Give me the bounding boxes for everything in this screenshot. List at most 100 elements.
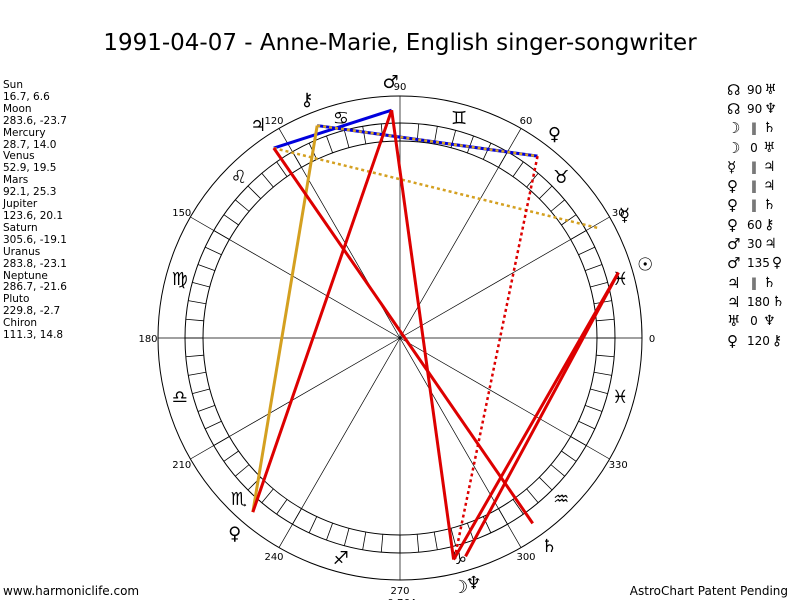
degree-label-150: 150 <box>172 208 191 219</box>
degree-tick <box>362 531 367 550</box>
planet-name-saturn: Saturn <box>3 221 38 234</box>
planet-coords-neptune: 286.7, -21.6 <box>3 281 67 294</box>
planet-name-neptune: Neptune <box>3 269 48 282</box>
planet-coords-chiron: 111.3, 14.8 <box>3 329 64 342</box>
aspect-line <box>273 146 601 230</box>
aspect-line <box>464 271 620 558</box>
degree-tick <box>590 281 608 288</box>
aspect-planet-2: ♀ <box>771 255 783 272</box>
planet-neptune-icon: ♆ <box>465 573 481 594</box>
aspect-planet-2: ♅ <box>763 139 776 156</box>
planet-coords-moon: 283.6, -23.7 <box>3 114 67 127</box>
degree-label-330: 330 <box>609 460 628 471</box>
aspect-line <box>453 155 539 560</box>
aspect-row: ☽ ‖ ♄ <box>727 119 797 138</box>
aspect-row: ♃ 180 ♄ <box>727 292 797 311</box>
aspect-row: ♀ 120 ⚷ <box>727 331 797 350</box>
aspect-planet-2: ⚷ <box>764 216 775 233</box>
degree-tick <box>235 199 250 212</box>
aspect-angle: 30 <box>747 237 763 252</box>
planet-coords-uranus: 283.8, -23.1 <box>3 257 67 270</box>
planet-coords-venus: 52.9, 19.5 <box>3 162 57 175</box>
aspect-planet-2: ♄ <box>763 120 776 137</box>
aspect-row: ♂ 135 ♀ <box>727 254 797 273</box>
aspect-planet-1: ☽ <box>727 138 741 157</box>
degree-tick <box>433 531 438 550</box>
aspect-planet-2: ♆ <box>763 313 776 330</box>
chart-title: 1991-04-07 - Anne-Marie, English singer-… <box>103 30 697 56</box>
zodiac-sign-icon: ♉ <box>553 167 569 188</box>
planet-name-jupiter: Jupiter <box>3 198 38 211</box>
aspect-angle: ‖ <box>751 121 757 136</box>
aspect-planet-2: ♃ <box>763 178 776 195</box>
aspect-angle: 135 <box>747 256 770 271</box>
zodiac-sign-icon: ♊ <box>451 108 467 129</box>
aspect-row: ☿ ‖ ♃ <box>727 157 797 176</box>
degree-tick <box>343 528 350 546</box>
aspect-line <box>251 109 394 513</box>
degree-label-120: 120 <box>264 116 283 127</box>
degree-tick <box>247 185 261 199</box>
planet-coords-saturn: 305.6, -19.1 <box>3 233 67 246</box>
planet-name-uranus: Uranus <box>3 245 41 258</box>
planet-moon-icon: ☽ <box>452 577 468 598</box>
degree-tick <box>235 464 250 477</box>
planet-position-list: Sun 16.7, 6.6 Moon 283.6, -23.7 Mercury 28.7,… <box>3 79 67 342</box>
planet-chiron-icon: ⚷ <box>300 89 313 110</box>
degree-labels: 0 30 60 90 120 150 180 210 240 270 300 330 -9,764 <box>138 82 655 600</box>
aspect-angle: 0 <box>750 314 758 329</box>
aspect-planet-1: ♀ <box>727 196 738 215</box>
planet-coords-sun: 16.7, 6.6 <box>3 90 50 103</box>
degree-tick <box>380 534 384 553</box>
aspect-planet-2: ♅ <box>764 81 777 98</box>
planet-name-venus: Venus <box>3 150 35 163</box>
degree-tick <box>593 371 612 376</box>
website-link[interactable]: www.harmoniclife.com <box>3 584 140 598</box>
degree-label-60: 60 <box>520 116 533 127</box>
aspect-planet-1: ♅ <box>727 312 741 331</box>
patent-notice: AstroChart Patent Pending <box>629 584 788 598</box>
planet-venus-icon: ♀ <box>548 124 561 145</box>
degree-tick <box>343 130 350 148</box>
aspect-line <box>317 124 538 158</box>
planet-name-pluto: Pluto <box>3 293 30 306</box>
zodiac-sign-icon: ♏ <box>231 489 247 510</box>
planet-name-sun: Sun <box>3 79 23 91</box>
wheel-spokes <box>158 96 642 580</box>
zodiac-sign-icon: ♐ <box>333 548 349 569</box>
degree-tick <box>326 135 333 154</box>
zodiac-signs: ♓♉♊♋♌♍♎♏♐ ♑♒♓ <box>172 108 629 569</box>
planet-name-moon: Moon <box>3 102 32 115</box>
degree-tick <box>561 214 577 226</box>
planet-name-mercury: Mercury <box>3 126 46 139</box>
aspect-row: ♀ ‖ ♄ <box>727 196 797 215</box>
aspect-angle: ‖ <box>751 179 757 194</box>
aspect-planet-1: ♀ <box>727 215 738 234</box>
zodiac-sign-icon: ♌ <box>231 167 247 188</box>
zodiac-sign-icon: ♓ <box>612 387 628 408</box>
degree-tick <box>539 477 553 491</box>
planet-coords-pluto: 229.8, -2.7 <box>3 305 61 318</box>
degree-label-0: 0 <box>649 334 655 345</box>
aspect-planet-1: ♃ <box>727 292 741 311</box>
planet-mars-icon: ♂ <box>383 72 399 93</box>
bottom-value-label: -9,764 <box>384 598 416 600</box>
degree-tick <box>223 450 239 462</box>
aspect-planet-1: ☿ <box>727 157 737 176</box>
degree-tick <box>261 488 274 503</box>
degree-tick <box>561 450 577 462</box>
spoke-line <box>190 216 401 339</box>
degree-tick <box>276 161 288 177</box>
aspect-row: ♃ ‖ ♄ <box>727 273 797 292</box>
aspect-angle: 60 <box>747 217 763 232</box>
aspect-planet-1: ♃ <box>727 273 741 292</box>
aspect-angle: ‖ <box>751 275 757 290</box>
aspect-planet-2: ♄ <box>771 293 785 310</box>
spoke-line <box>399 337 522 548</box>
degree-tick <box>185 354 204 358</box>
degree-tick <box>197 405 216 412</box>
zodiac-sign-icon: ♋ <box>333 108 349 129</box>
degree-tick <box>450 528 457 546</box>
spoke-line <box>190 337 401 460</box>
